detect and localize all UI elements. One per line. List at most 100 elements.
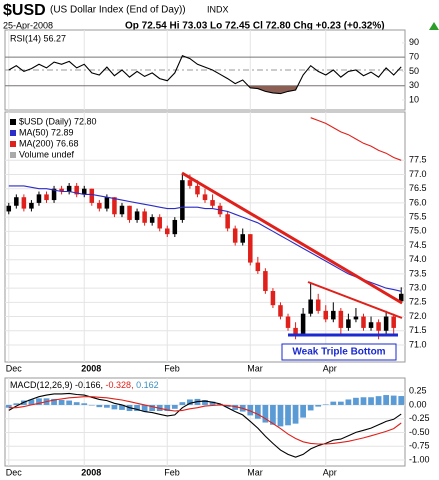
- y-tick-label: 77.5: [409, 155, 427, 165]
- histogram-bar: [119, 404, 125, 410]
- x-tick-label: Apr: [323, 363, 337, 373]
- histogram-bar: [111, 404, 118, 410]
- candle-body: [202, 194, 208, 201]
- candle-body: [293, 327, 298, 334]
- candle-body: [232, 228, 238, 243]
- legend-swatch: [10, 119, 16, 125]
- macd-panel: [4, 377, 406, 467]
- panel-title: MACD(12,26,9) -0.166, -0.328, 0.162: [10, 380, 159, 390]
- trend-line: [307, 281, 403, 319]
- y-tick-label: 76.0: [409, 197, 427, 207]
- symbol: $USD: [3, 2, 46, 19]
- histogram-bar: [134, 404, 140, 411]
- y-tick-label: 71.0: [409, 339, 427, 349]
- y-tick-label: -1.00: [409, 454, 430, 464]
- candle-body: [210, 200, 215, 206]
- histogram-bar: [164, 404, 171, 411]
- y-tick-label: 71.5: [409, 325, 427, 335]
- histogram-bar: [149, 404, 156, 411]
- candle-body: [21, 197, 27, 209]
- x-tick-label: 2008: [81, 467, 101, 477]
- candle-body: [285, 316, 291, 328]
- price-panel: [4, 111, 406, 363]
- histogram-bar: [209, 401, 216, 405]
- series-line: [8, 54, 402, 95]
- histogram-bar: [383, 395, 389, 405]
- candle-body: [353, 316, 359, 320]
- histogram-bar: [179, 402, 186, 405]
- annotation-box: [281, 343, 397, 361]
- histogram-bar: [202, 400, 208, 405]
- candle-body: [225, 214, 230, 229]
- title-part: -0.328,: [103, 380, 134, 390]
- candle-body: [36, 194, 42, 203]
- y-tick-label: 73.0: [409, 283, 427, 293]
- histogram-bar: [307, 404, 314, 411]
- candle-body: [127, 205, 132, 220]
- candle-body: [14, 197, 19, 206]
- x-tick-label: Mar: [247, 363, 263, 373]
- candle-body: [187, 180, 193, 186]
- y-tick-label: 0.25: [409, 386, 427, 396]
- candle-body: [255, 262, 261, 272]
- y-tick-label: 77.0: [409, 169, 427, 179]
- histogram-bar: [353, 397, 359, 405]
- exchange: INDX: [207, 4, 229, 14]
- candle-body: [270, 290, 276, 306]
- date: 25-Apr-2008: [3, 20, 53, 30]
- candle-body: [391, 316, 396, 328]
- histogram-bar: [5, 404, 12, 408]
- y-tick-label: 72.5: [409, 297, 427, 307]
- candle-body: [142, 211, 147, 223]
- candle-body: [331, 310, 336, 320]
- histogram-bar: [330, 401, 337, 405]
- histogram-bar: [58, 400, 65, 405]
- y-tick-label: 0.00: [409, 399, 427, 409]
- y-tick-label: 72.0: [409, 311, 427, 321]
- y-tick-label: 10: [409, 94, 419, 104]
- candle-body: [300, 313, 306, 334]
- series-line: [8, 185, 402, 292]
- candle-body: [383, 316, 389, 331]
- histogram-bar: [322, 404, 329, 405]
- title-part: 0.162: [134, 380, 159, 390]
- histogram-bar: [292, 404, 299, 424]
- candle-body: [134, 211, 140, 220]
- candle-body: [112, 197, 117, 215]
- candle-body: [240, 234, 245, 243]
- candle-body: [97, 202, 102, 209]
- up-arrow: [429, 22, 439, 30]
- histogram-bar: [390, 395, 397, 405]
- histogram-bar: [187, 399, 193, 405]
- legend-label: MA(50) 72.89: [19, 127, 74, 137]
- candle-body: [104, 197, 110, 209]
- candle-body: [195, 185, 200, 195]
- histogram-bar: [398, 396, 405, 405]
- candle-body: [376, 322, 381, 331]
- legend-label: $USD (Daily) 72.80: [19, 116, 97, 126]
- candle-body: [149, 217, 155, 223]
- candle-body: [346, 319, 351, 328]
- histogram-bar: [171, 404, 178, 409]
- x-tick-label: Mar: [247, 467, 263, 477]
- y-tick-label: 90: [409, 37, 419, 47]
- candle-body: [6, 205, 12, 212]
- annotation: Weak Triple Bottom: [292, 347, 385, 358]
- legend-swatch: [10, 141, 16, 147]
- candle-body: [361, 316, 366, 328]
- candle-body: [74, 185, 79, 195]
- candle-body: [157, 217, 162, 229]
- histogram-bar: [375, 396, 382, 405]
- histogram-bar: [315, 404, 322, 407]
- y-tick-label: 76.5: [409, 183, 427, 193]
- histogram-bar: [51, 398, 57, 405]
- y-tick-label: 74.5: [409, 240, 427, 250]
- histogram-bar: [337, 401, 344, 405]
- histogram-bar: [88, 404, 95, 406]
- histogram-bar: [345, 399, 352, 405]
- instrument-name: (US Dollar Index (End of Day)): [50, 5, 186, 16]
- x-tick-label: Feb: [164, 363, 180, 373]
- candle-body: [180, 180, 185, 220]
- histogram-bar: [141, 404, 148, 412]
